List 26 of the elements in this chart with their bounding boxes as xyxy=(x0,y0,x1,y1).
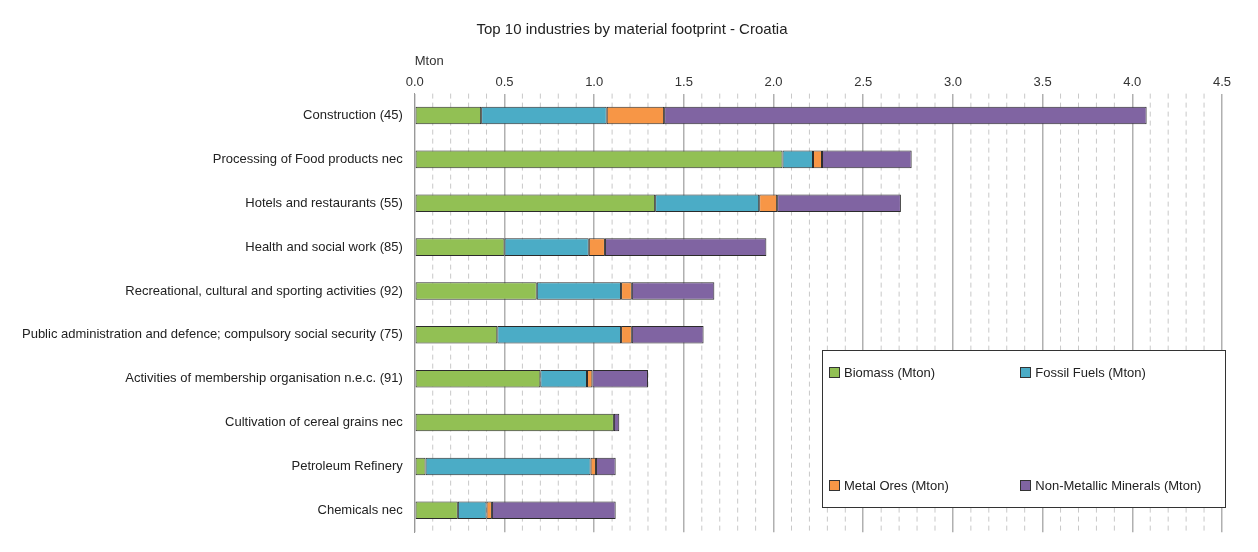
y-tick-label: Hotels and restaurants (55) xyxy=(245,194,403,210)
y-tick-label: Construction (45) xyxy=(303,107,403,123)
x-tick-label: 1.5 xyxy=(674,74,693,90)
y-tick-label: Chemicals nec xyxy=(317,501,404,517)
x-tick-label: 4.5 xyxy=(1212,74,1232,90)
y-tick-label: Petroleum Refinery xyxy=(291,457,404,473)
y-tick-label: Activities of membership organisation n.e.c. (91) xyxy=(125,370,403,386)
legend-label: Fossil Fuels (Mton) xyxy=(1035,365,1146,381)
x-tick-label: 0.5 xyxy=(495,74,514,90)
x-tick-label: 1.0 xyxy=(585,74,604,90)
chart-title: Top 10 industries by material footprint - Croatia xyxy=(476,20,788,37)
x-tick-label: 2.5 xyxy=(854,74,873,90)
legend-label: Metal Ores (Mton) xyxy=(844,478,949,494)
y-tick-label: Recreational, cultural and sporting activities (92) xyxy=(125,282,403,298)
x-tick-label: 2.0 xyxy=(764,74,783,90)
y-tick-label: Public administration and defence; compulsory social security (75) xyxy=(21,326,403,342)
x-axis-title: Mton xyxy=(414,53,444,68)
x-tick-label: 3.5 xyxy=(1033,74,1052,90)
y-tick-label: Health and social work (85) xyxy=(245,238,403,254)
x-tick-label: 0.0 xyxy=(405,74,424,90)
legend-label: Non-Metallic Minerals (Mton) xyxy=(1035,478,1202,494)
x-tick-label: 4.0 xyxy=(1123,74,1142,90)
y-tick-label: Processing of Food products nec xyxy=(212,150,404,166)
y-tick-label: Cultivation of cereal grains nec xyxy=(225,414,404,430)
x-tick-label: 3.0 xyxy=(943,74,962,90)
legend-label: Biomass (Mton) xyxy=(844,365,936,381)
